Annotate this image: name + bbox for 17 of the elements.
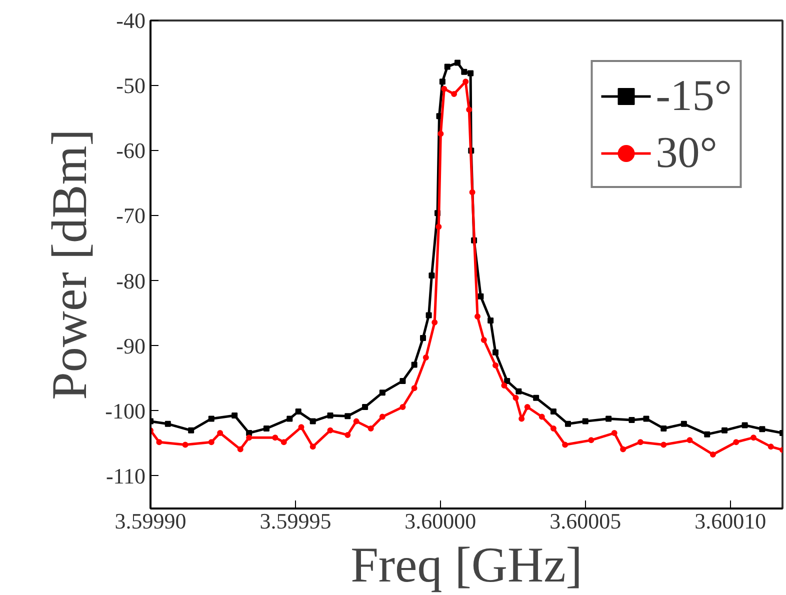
y-tick-label: -80 [116,268,146,294]
y-axis-title: Power [dBm] [41,129,98,400]
y-tick-label: -70 [116,203,146,228]
y-tick-label: -50 [116,73,146,98]
legend-label: -15° [656,70,732,121]
y-tick-label: -60 [116,138,146,164]
y-tick-label: -90 [116,333,146,358]
x-tick-label: 3.59995 [260,508,332,534]
y-tick-label: -110 [106,463,146,488]
x-tick-label: 3.60005 [550,508,622,534]
y-tick-label: -40 [116,8,146,33]
legend-label: 30° [656,127,718,178]
x-tick-label: 3.59990 [114,508,186,534]
x-axis-title: Freq [GHz] [350,536,582,592]
x-tick-label: 3.60000 [404,508,476,534]
y-tick-label: -100 [105,398,146,424]
x-tick-label: 3.60010 [694,508,766,534]
